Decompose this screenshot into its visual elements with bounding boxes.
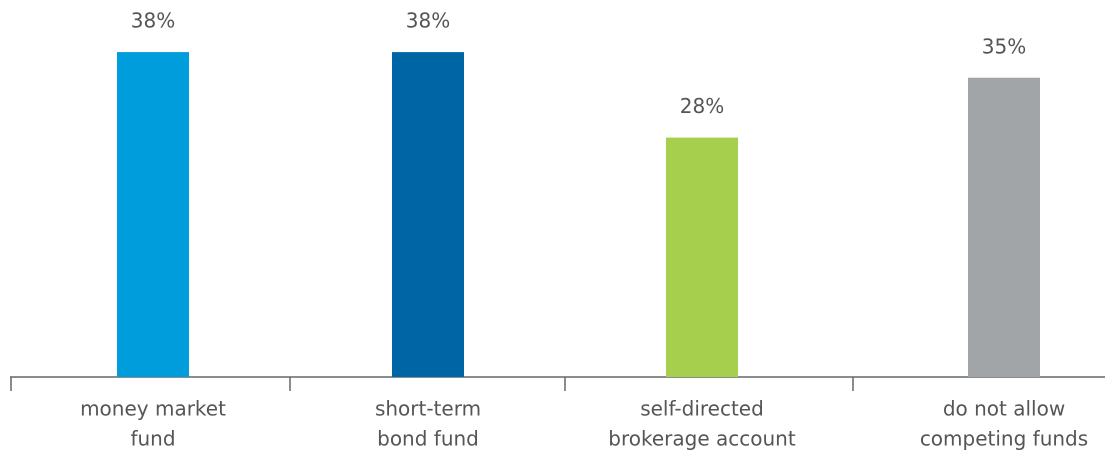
x-tick-label: do not allow	[943, 397, 1065, 421]
x-tick-label: self-directed	[640, 397, 764, 421]
bar	[666, 137, 738, 377]
value-label: 38%	[131, 9, 175, 33]
bar	[117, 52, 189, 377]
value-label: 38%	[406, 9, 450, 33]
x-tick-label: bond fund	[377, 427, 479, 451]
x-tick-label: competing funds	[920, 427, 1088, 451]
x-tick-label: money market	[80, 397, 226, 421]
x-tick-label: short-term	[375, 397, 481, 421]
value-label: 28%	[680, 94, 724, 118]
bar	[968, 77, 1040, 377]
bar	[392, 52, 464, 377]
value-label: 35%	[982, 34, 1026, 58]
x-tick-label: brokerage account	[608, 427, 796, 451]
x-tick-label: fund	[130, 427, 175, 451]
